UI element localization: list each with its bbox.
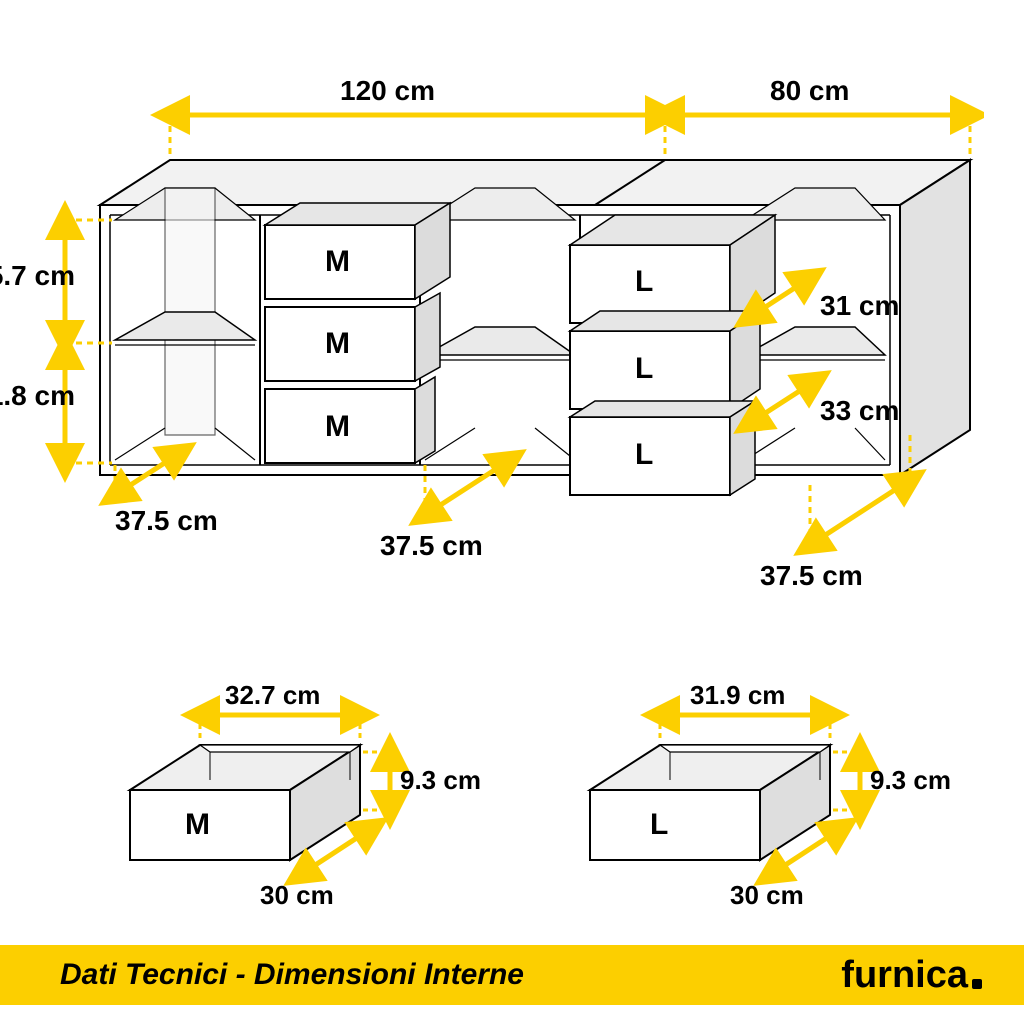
dim-depth-1: 37.5 cm (115, 505, 218, 537)
drawer-m-width: 32.7 cm (225, 680, 320, 711)
dim-top-80: 80 cm (770, 75, 849, 107)
drawer-l-depth: 30 cm (730, 880, 804, 911)
drawer-l-3: L (635, 438, 653, 472)
dim-depth-2: 37.5 cm (380, 530, 483, 562)
drawer-l-height: 9.3 cm (870, 765, 951, 796)
brand-logo: furnica (841, 954, 982, 997)
drawer-m-3: M (325, 410, 350, 444)
brand-text: furnica (841, 954, 968, 997)
dim-inner-33: 33 cm (820, 395, 899, 427)
footer-bar: Dati Tecnici - Dimensioni Interne furnic… (0, 945, 1024, 1005)
dim-top-120: 120 cm (340, 75, 435, 107)
footer-title: Dati Tecnici - Dimensioni Interne (60, 958, 524, 992)
dim-h-top: 25.7 cm (0, 260, 75, 292)
drawer-m-height: 9.3 cm (400, 765, 481, 796)
drawer-m-depth: 30 cm (260, 880, 334, 911)
brand-dot-icon (972, 979, 982, 989)
drawer-l-2: L (635, 352, 653, 386)
dim-inner-31: 31 cm (820, 290, 899, 322)
drawer-m-detail-letter: M (185, 808, 210, 842)
drawer-m-2: M (325, 327, 350, 361)
drawer-l-detail-letter: L (650, 808, 668, 842)
dim-depth-3: 37.5 cm (760, 560, 863, 592)
drawer-l-width: 31.9 cm (690, 680, 785, 711)
drawer-m-1: M (325, 245, 350, 279)
dim-h-bot: 31.8 cm (0, 380, 75, 412)
drawer-l-1: L (635, 265, 653, 299)
